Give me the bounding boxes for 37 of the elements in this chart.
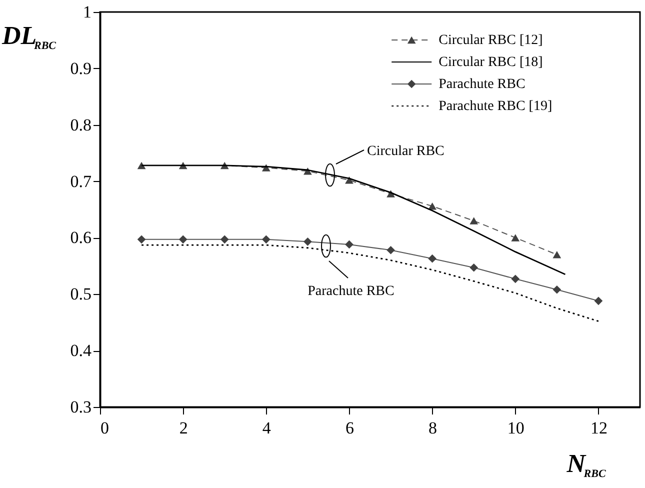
point: [552, 285, 562, 294]
point: [428, 254, 436, 263]
point: [345, 240, 354, 249]
x-tick-label: 4: [262, 418, 272, 438]
y-tick-label: 0.4: [70, 341, 92, 360]
y-tick-label: 0.3: [70, 398, 92, 416]
y-tick-label: 0.5: [70, 284, 92, 304]
x-tick-label: 2: [179, 418, 188, 438]
y-tick-label: 0.8: [70, 115, 92, 134]
point: [470, 263, 478, 272]
legend-label: Circular RBC [18]: [438, 55, 543, 70]
annotation: Circular RBC: [367, 144, 444, 159]
point: [594, 296, 603, 306]
x-tick-label: 10: [507, 418, 524, 438]
point: [552, 251, 562, 258]
point: [470, 217, 478, 224]
y-tick-label: 0.9: [70, 58, 92, 78]
point: [262, 235, 270, 244]
point: [137, 235, 146, 244]
y-tick-label: 0.7: [70, 172, 92, 191]
point: [386, 246, 395, 254]
annotation: Parachute RBC: [308, 284, 394, 299]
point: [511, 234, 520, 242]
legend-label: Circular RBC [12]: [438, 33, 543, 48]
x-tick-label: 6: [345, 418, 354, 438]
legend-label: Parachute RBC: [438, 77, 526, 92]
y-tick-label: 1: [83, 2, 92, 22]
point: [304, 237, 312, 246]
x-tick-label: 12: [590, 418, 608, 438]
point: [345, 176, 354, 184]
x-tick-label: 0: [100, 418, 109, 438]
point: [178, 235, 188, 244]
x-tick-label: 8: [428, 418, 438, 438]
point: [220, 235, 229, 244]
y-tick-label: 0.6: [70, 228, 92, 248]
point: [511, 274, 520, 284]
legend-label: Parachute RBC [19]: [438, 99, 552, 114]
